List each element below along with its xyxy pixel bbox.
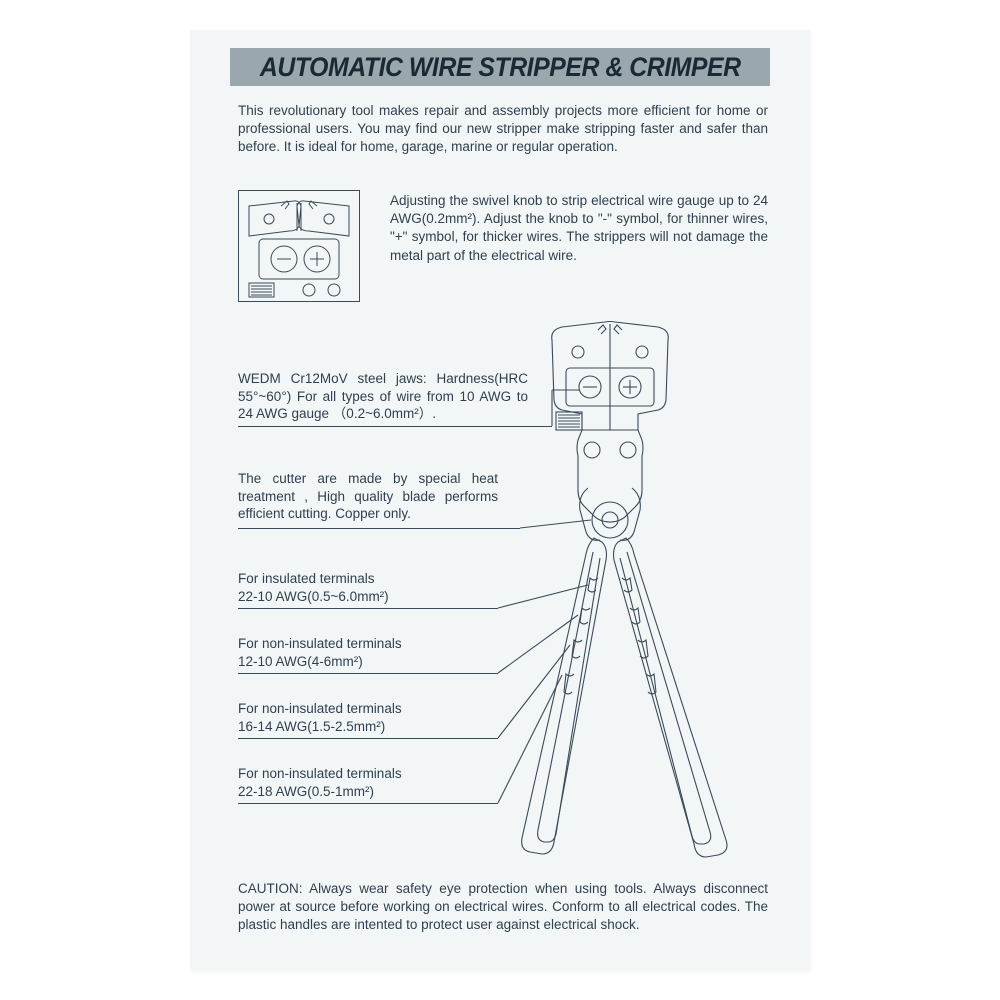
callout-insulated-line [238,608,498,609]
callout-non2-l2: 16-14 AWG(1.5-2.5mm²) [238,719,385,734]
callout-non1-l1: For non-insulated terminals [238,636,402,651]
callout-non3-l2: 22-18 AWG(0.5-1mm²) [238,784,374,799]
callout-non2-l1: For non-insulated terminals [238,701,402,716]
callout-insulated-l2: 22-10 AWG(0.5~6.0mm²) [238,589,389,604]
callout-non3-l1: For non-insulated terminals [238,766,402,781]
callout-insulated: For insulated terminals 22-10 AWG(0.5~6.… [238,570,498,605]
callout-jaws: WEDM Cr12MoV steel jaws: Hardness(HRC 55… [238,370,528,423]
callout-non2: For non-insulated terminals 16-14 AWG(1.… [238,700,498,735]
callout-non2-line [238,738,498,739]
tool-diagram [190,30,810,870]
caution-paragraph: CAUTION: Always wear safety eye protecti… [238,880,768,935]
callout-cutter: The cutter are made by special heat trea… [238,470,498,523]
callout-non1: For non-insulated terminals 12-10 AWG(4-… [238,635,498,670]
callout-non3-line [238,803,498,804]
callout-insulated-l1: For insulated terminals [238,571,375,586]
callout-non1-line [238,673,498,674]
callout-jaws-line [238,426,552,427]
callout-non3: For non-insulated terminals 22-18 AWG(0.… [238,765,498,800]
instruction-sheet: AUTOMATIC WIRE STRIPPER & CRIMPER This r… [190,30,810,970]
callout-cutter-line [238,528,520,529]
callout-non1-l2: 12-10 AWG(4-6mm²) [238,654,363,669]
